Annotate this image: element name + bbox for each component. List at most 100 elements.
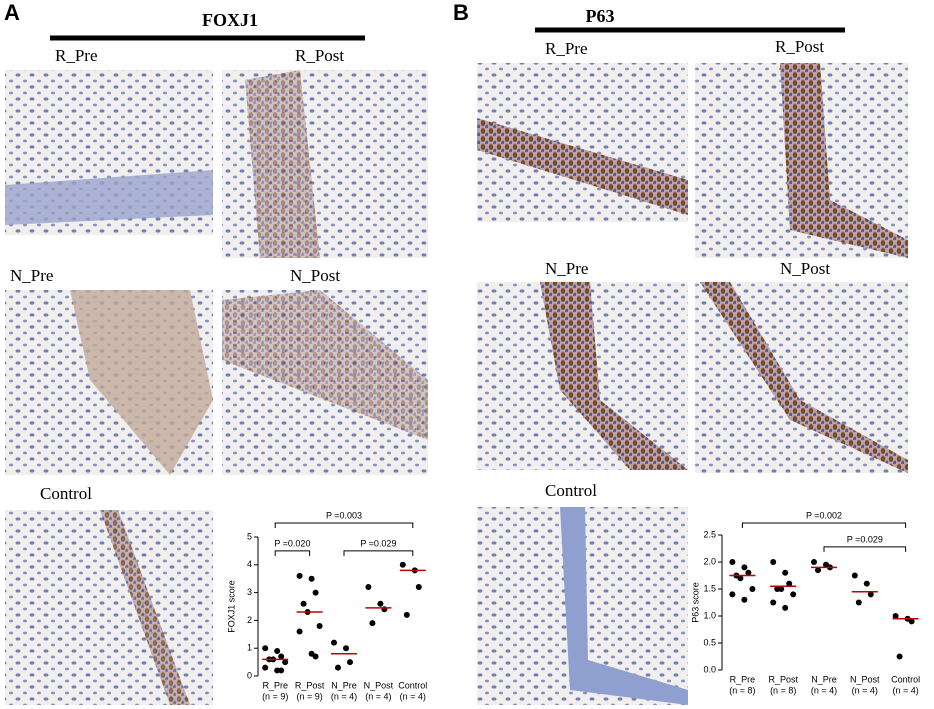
significance-bracket	[274, 550, 311, 556]
x-tick-sublabel: (n = 8)	[770, 685, 796, 695]
point	[278, 667, 285, 674]
image-label: N_Pre	[545, 259, 588, 278]
x-tick-label: R_Post	[295, 680, 325, 690]
point	[863, 580, 870, 587]
point	[343, 645, 349, 652]
p-value: P =0.029	[360, 538, 396, 548]
x-tick-label: Control	[891, 674, 920, 684]
y-tick-label: 5	[247, 531, 252, 541]
x-tick-sublabel: (n = 4)	[331, 691, 357, 701]
significance-bracket	[343, 550, 414, 556]
point	[782, 604, 789, 611]
micrographs	[5, 63, 908, 705]
point	[749, 586, 756, 592]
p-value: P =0.002	[806, 510, 842, 520]
point	[308, 575, 315, 582]
y-tick-label: 1	[247, 643, 252, 653]
point	[335, 664, 341, 671]
panel-letter: B	[453, 0, 469, 25]
y-axis-label: P63 score	[690, 582, 700, 623]
point	[778, 586, 785, 592]
point	[262, 664, 269, 671]
panel-title: P63	[586, 6, 615, 26]
p-value: P =0.029	[847, 534, 883, 544]
point	[300, 600, 307, 607]
point	[790, 591, 797, 598]
x-tick-sublabel: (n = 9)	[262, 691, 288, 701]
x-tick-label: N_Post	[364, 680, 394, 690]
point	[745, 569, 752, 576]
image-label: N_Post	[780, 259, 830, 278]
point	[282, 659, 289, 666]
y-tick-label: 0.0	[703, 664, 716, 674]
x-tick-label: R_Pre	[730, 674, 756, 684]
x-tick-sublabel: (n = 9)	[296, 691, 322, 701]
x-tick-label: N_Pre	[331, 680, 357, 690]
x-tick-label: Control	[398, 680, 427, 690]
x-tick-sublabel: (n = 4)	[811, 685, 837, 695]
point	[737, 575, 744, 582]
y-tick-label: 1.5	[703, 583, 716, 593]
point	[262, 645, 269, 652]
point	[331, 639, 337, 646]
x-tick-sublabel: (n = 4)	[892, 685, 918, 695]
y-tick-label: 0	[247, 670, 252, 680]
image-label: R_Pre	[545, 39, 588, 58]
point	[811, 559, 817, 565]
y-tick-label: 1.0	[703, 610, 716, 620]
point	[729, 559, 736, 565]
point	[786, 580, 793, 587]
point	[399, 561, 406, 568]
point	[347, 659, 353, 666]
significance-bracket	[823, 546, 907, 552]
p-value: P =0.003	[326, 510, 362, 520]
point	[278, 653, 285, 660]
x-tick-sublabel: (n = 4)	[852, 685, 878, 695]
point	[377, 600, 384, 607]
panel-letter: A	[4, 0, 20, 25]
point	[908, 618, 915, 625]
point	[782, 569, 789, 576]
point	[312, 589, 319, 596]
x-tick-sublabel: (n = 4)	[400, 691, 426, 701]
panel-title: FOXJ1	[202, 10, 258, 30]
y-tick-label: 0.5	[703, 637, 716, 647]
point	[770, 599, 777, 606]
point	[770, 559, 777, 565]
point	[741, 564, 748, 571]
point	[741, 596, 748, 603]
x-tick-sublabel: (n = 8)	[729, 685, 755, 695]
p-value: P =0.020	[274, 538, 310, 548]
image-label: N_Pre	[10, 266, 53, 285]
y-tick-label: 3	[247, 587, 252, 597]
point	[867, 591, 874, 598]
point	[296, 572, 303, 579]
point	[896, 653, 903, 660]
y-tick-label: 4	[247, 559, 252, 569]
x-tick-label: R_Post	[768, 674, 798, 684]
y-tick-label: 2.5	[703, 529, 716, 539]
y-tick-label: 2	[247, 615, 252, 625]
x-tick-label: R_Pre	[262, 680, 288, 690]
point	[369, 620, 376, 627]
point	[851, 572, 858, 579]
image-label: Control	[40, 484, 92, 503]
point	[316, 622, 323, 629]
image-label: N_Post	[290, 266, 340, 285]
x-tick-sublabel: (n = 4)	[365, 691, 391, 701]
point	[415, 584, 422, 591]
y-tick-label: 2.0	[703, 556, 716, 566]
point	[892, 613, 899, 619]
x-tick-label: N_Pre	[811, 674, 837, 684]
significance-bracket	[741, 522, 907, 528]
point	[855, 599, 862, 606]
image-label: R_Post	[775, 37, 824, 56]
point	[296, 628, 303, 635]
point	[815, 567, 821, 574]
point	[729, 591, 736, 598]
point	[312, 653, 319, 660]
point	[274, 647, 281, 654]
image-label: R_Pre	[55, 46, 98, 65]
image-label: Control	[545, 481, 597, 500]
